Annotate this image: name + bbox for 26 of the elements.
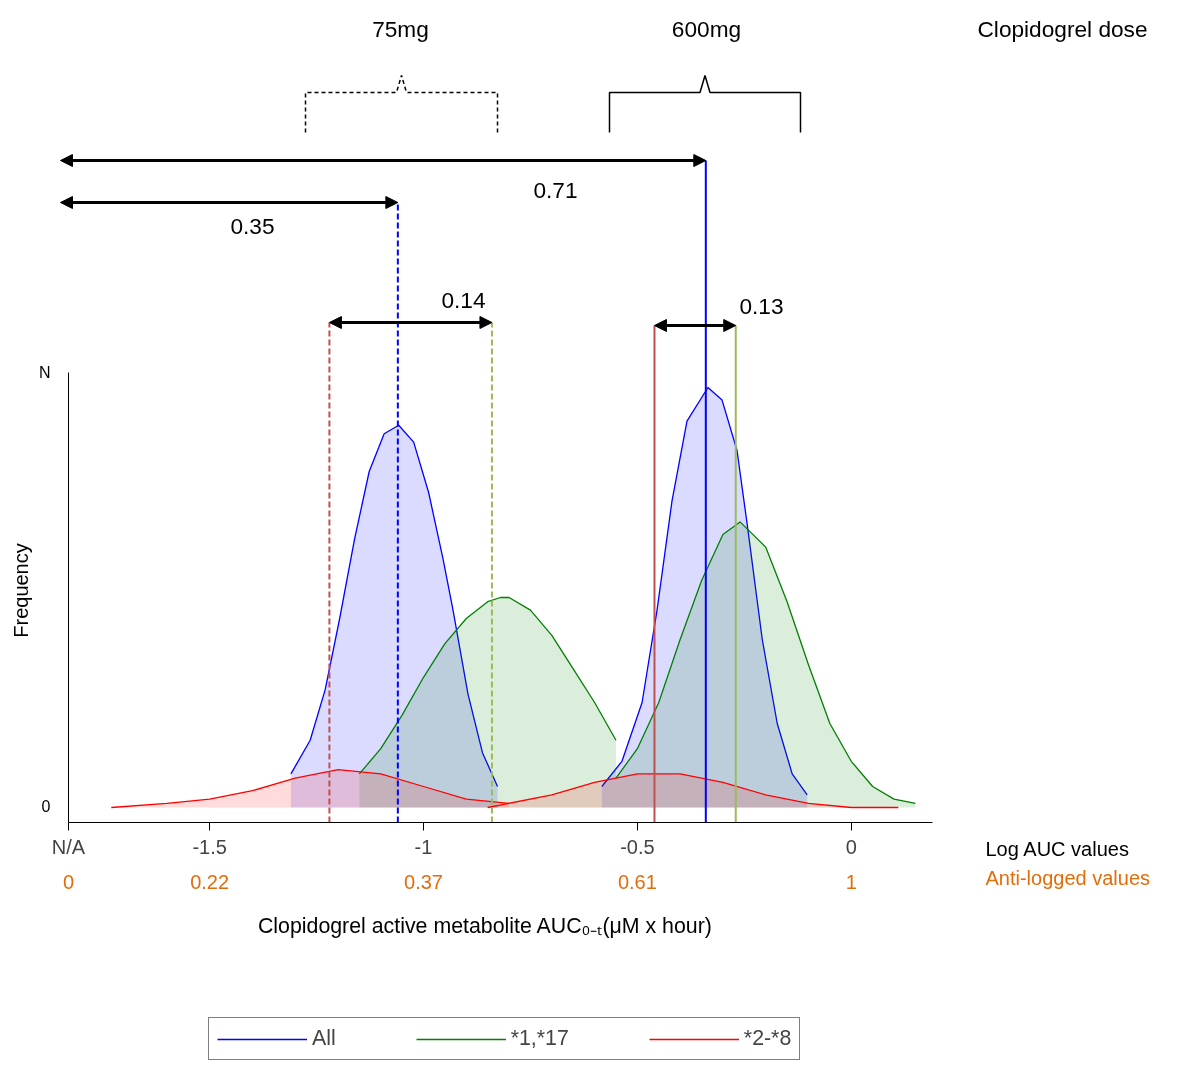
x-tick-label: -1.5 [192,835,227,858]
text: Anti-logged values [985,866,1151,889]
text: 1 [845,870,857,893]
x-tick-label: -0.5 [620,835,655,858]
legend-label: *1,*17 [510,1026,569,1051]
text: 0.14 [441,287,486,313]
text: 0.71 [533,177,578,203]
text: 0.22 [190,870,230,893]
text: 0.35 [230,213,275,239]
text: Clopidogrel dose [977,15,1148,42]
x-tick-label: 0 [845,835,857,858]
text: 0.13 [739,293,784,319]
x-tick-label: N/A [51,835,86,858]
text: 0 [41,797,51,815]
legend-label: *2-*8 [743,1026,792,1051]
legend-label: All [312,1026,336,1051]
x-axis-title: Clopidogrel active metabolite AUC₀₋ₜ(μM x hour) [257,913,712,938]
text: 0.37 [404,870,443,893]
y-axis-title: Frequency [9,543,32,638]
text: N [38,364,51,381]
text: Log AUC values [985,837,1129,860]
x-tick-label: -1 [414,835,433,858]
text: 0 [62,870,75,893]
text: 600mg [671,15,742,42]
text: 0.61 [617,870,657,893]
text: 75mg [372,15,429,42]
